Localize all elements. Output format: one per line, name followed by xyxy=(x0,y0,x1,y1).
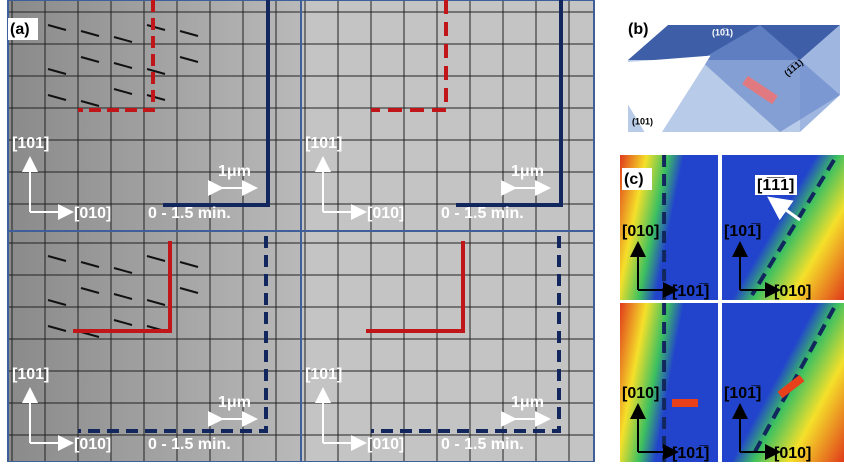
axis-label: [010] xyxy=(367,436,404,453)
time-label: 0 - 1.5 min. xyxy=(441,436,524,453)
time-label: 0 - 1.5 min. xyxy=(148,205,231,222)
axis-label: [010] xyxy=(367,205,404,222)
face-label: (101) xyxy=(632,116,653,126)
axis-label: [010] xyxy=(622,223,659,240)
axis-label: [010] xyxy=(622,385,659,402)
axis-label: [101] xyxy=(12,366,49,383)
axis-label: [101] xyxy=(305,135,342,152)
figure: (b) (10̅1) (1̅1̅1) (101) [101] [010] 0 - 1… xyxy=(0,0,844,462)
time-label: 0 - 1.5 min. xyxy=(148,436,231,453)
md-tile: [101̅] [010] xyxy=(722,303,844,462)
md-image xyxy=(620,303,718,462)
quadrant: [101] [010] 0 - 1.5 min. 1μm xyxy=(301,231,594,462)
quadrant: [101] [010] 0 - 1.5 min. 1μm xyxy=(8,0,301,231)
axis-label: [010] xyxy=(74,205,111,222)
axis-label: [101̅] xyxy=(724,384,761,402)
scale-label: 1μm xyxy=(218,163,251,180)
scale-label: 1μm xyxy=(511,394,544,411)
direction-label: [1̅1̅1] xyxy=(757,176,794,194)
image xyxy=(301,231,594,462)
label: (b) xyxy=(628,21,648,38)
quadrant: [101] [010] 0 - 1.5 min. 1μm xyxy=(8,231,301,462)
label: (a) xyxy=(10,21,30,38)
axis-label: [101̅] xyxy=(672,444,709,462)
image xyxy=(8,231,301,462)
md-tile: [010] [101̅] xyxy=(620,303,718,462)
axis-label: [101̅] xyxy=(672,282,709,300)
scale-label: 1μm xyxy=(218,394,251,411)
axis-label: [101] xyxy=(12,135,49,152)
axis-label: [010] xyxy=(774,445,811,462)
axis-label: [101̅] xyxy=(724,222,761,240)
quadrant: [101] [010] 0 - 1.5 min. 1μm xyxy=(301,0,594,231)
page: {"panel_a": {"label": "(a)", "quadrants"… xyxy=(0,0,844,462)
scale-label: 1μm xyxy=(511,163,544,180)
axis-label: [010] xyxy=(774,283,811,300)
axis-label: [010] xyxy=(74,436,111,453)
panel-b: (b) (10̅1) (1̅1̅1) (101) xyxy=(628,21,840,132)
image xyxy=(8,0,301,231)
time-label: 0 - 1.5 min. xyxy=(441,205,524,222)
label: (c) xyxy=(624,171,644,188)
face-label: (10̅1) xyxy=(712,27,733,37)
axis-label: [101] xyxy=(305,366,342,383)
